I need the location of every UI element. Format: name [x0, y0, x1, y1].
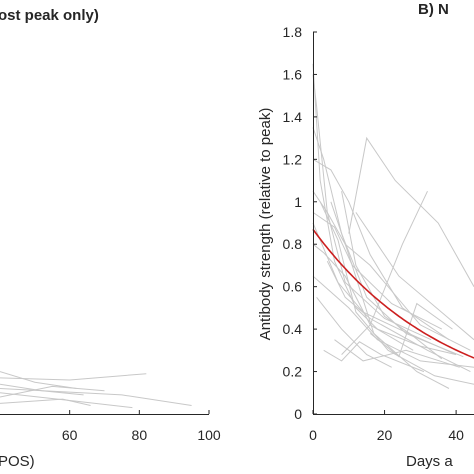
- panel-b-y-tick-label: 1.2: [283, 151, 303, 167]
- panel-b-trace-line: [341, 191, 443, 360]
- panel-a-x-axis-label: POS): [0, 453, 35, 470]
- panel-b-y-tick-label: 0.4: [283, 321, 303, 337]
- panel-a-x-tick-label: 100: [197, 427, 221, 443]
- panel-b-trace-line: [312, 74, 432, 341]
- panel-a-trace-line: [0, 371, 77, 389]
- panel-b-traces: [312, 63, 474, 389]
- panel-a-title: ost peak only): [0, 7, 99, 24]
- panel-b-trace-line: [326, 260, 471, 373]
- panel-b-y-tick-label: 0.8: [283, 236, 303, 252]
- panel-b: B) N 0 0.2 0.4 0.6 0.8 1 1.2 1.4 1.6 1.8 0 20 40 An…: [257, 1, 474, 470]
- panel-a-trace-line: [0, 385, 105, 398]
- panel-b-trace-line: [341, 190, 428, 355]
- panel-a-trace-line: [0, 383, 84, 396]
- panel-a-trace-line: [0, 392, 133, 409]
- panel-a-x-tick-label: 60: [62, 427, 78, 443]
- panel-b-trace-line: [369, 302, 453, 358]
- panel-a-x-ticks: 60 80 100: [62, 410, 221, 443]
- panel-b-x-tick-label: 0: [309, 427, 317, 443]
- panel-b-trace-line: [312, 158, 450, 341]
- panel-b-trace-line: [330, 201, 450, 389]
- panel-b-trace-line: [312, 222, 457, 356]
- panel-b-trace-line: [312, 63, 457, 356]
- panel-b-y-ticks: 0 0.2 0.4 0.6 0.8 1 1.2 1.4 1.6 1.8: [283, 24, 317, 422]
- panel-b-x-axis-label: Days a: [406, 453, 453, 470]
- panel-a: ost peak only) 60 80 100 POS): [0, 7, 221, 470]
- panel-b-x-ticks: 0 20 40: [309, 410, 464, 443]
- panel-a-x-tick-label: 80: [132, 427, 148, 443]
- panel-b-trace-line: [312, 243, 414, 351]
- panel-b-y-axis-label: Antibody strength (relative to peak): [257, 108, 274, 341]
- panel-b-x-tick-label: 40: [448, 427, 464, 443]
- panel-b-y-tick-label: 1.6: [283, 66, 303, 82]
- panel-a-trace-line: [0, 398, 91, 406]
- panel-b-y-tick-label: 1.8: [283, 24, 303, 40]
- panel-b-y-tick-label: 0: [294, 406, 302, 422]
- panel-a-trace-line: [0, 373, 147, 381]
- panel-b-trace-line: [323, 341, 425, 373]
- panel-b-trace-line: [355, 212, 474, 341]
- panel-b-y-tick-label: 0.2: [283, 364, 303, 380]
- panel-b-trace-line: [319, 201, 474, 385]
- panel-b-trace-line: [312, 190, 471, 351]
- panel-b-title: B) N: [418, 1, 449, 18]
- panel-b-x-tick-label: 20: [377, 427, 393, 443]
- panel-b-trace-line: [312, 127, 464, 358]
- panel-a-traces: [0, 371, 192, 409]
- panel-b-trace-line: [348, 136, 474, 287]
- panel-b-y-tick-label: 1.4: [283, 109, 303, 125]
- panel-b-fit-curve: [312, 228, 474, 359]
- panel-b-y-tick-label: 1: [294, 194, 302, 210]
- panel-b-y-tick-label: 0.6: [283, 279, 303, 295]
